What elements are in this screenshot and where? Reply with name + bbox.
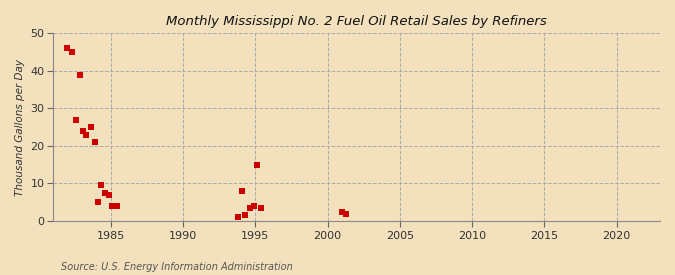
- Point: [75, 72, 86, 77]
- Point: [111, 204, 122, 208]
- Point: [107, 204, 117, 208]
- Point: [92, 200, 103, 204]
- Point: [248, 204, 259, 208]
- Point: [104, 192, 115, 197]
- Y-axis label: Thousand Gallons per Day: Thousand Gallons per Day: [15, 59, 25, 196]
- Point: [81, 133, 92, 137]
- Point: [71, 117, 82, 122]
- Text: Source: U.S. Energy Information Administration: Source: U.S. Energy Information Administ…: [61, 262, 292, 272]
- Point: [237, 189, 248, 193]
- Point: [66, 50, 77, 54]
- Point: [240, 213, 250, 218]
- Point: [341, 211, 352, 216]
- Point: [256, 206, 267, 210]
- Point: [233, 215, 244, 219]
- Point: [78, 129, 89, 133]
- Point: [337, 210, 348, 214]
- Point: [95, 183, 106, 188]
- Point: [90, 140, 101, 144]
- Point: [85, 125, 96, 129]
- Point: [251, 163, 262, 167]
- Title: Monthly Mississippi No. 2 Fuel Oil Retail Sales by Refiners: Monthly Mississippi No. 2 Fuel Oil Retai…: [166, 15, 547, 28]
- Point: [100, 191, 111, 195]
- Point: [62, 46, 73, 51]
- Point: [244, 206, 255, 210]
